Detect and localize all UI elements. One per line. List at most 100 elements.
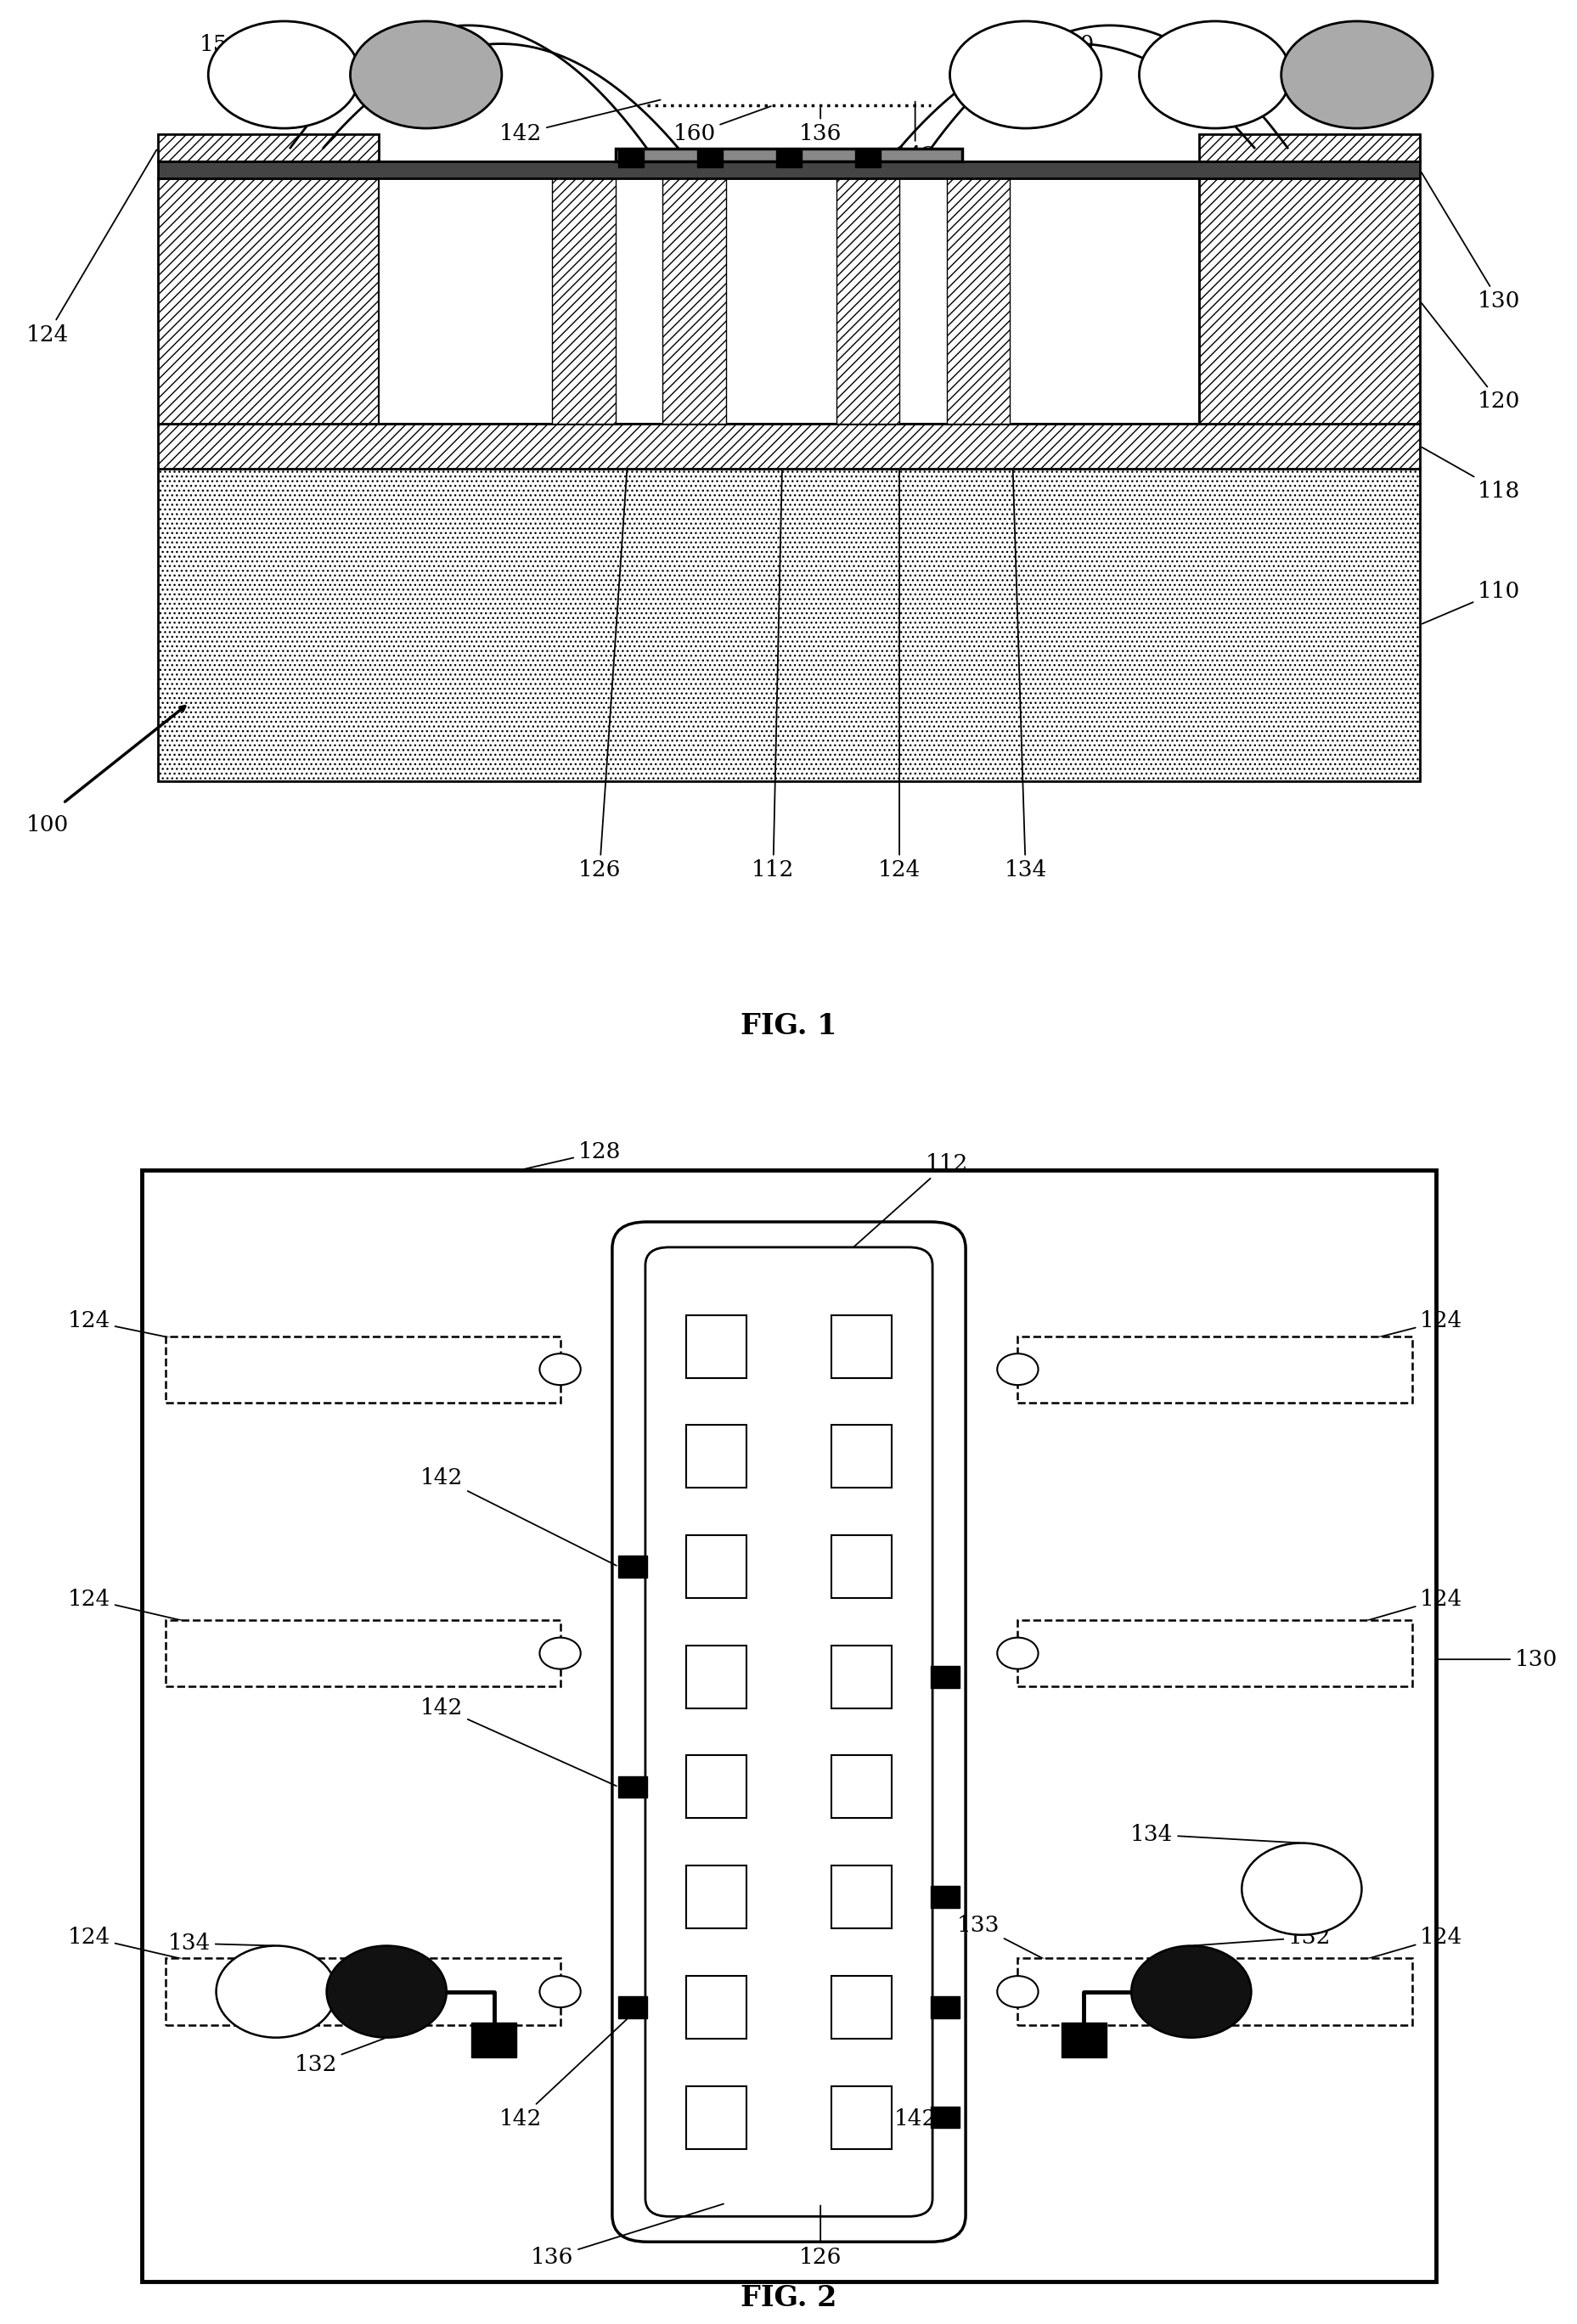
- Bar: [855, 149, 880, 167]
- Circle shape: [949, 21, 1101, 128]
- Bar: [158, 163, 1419, 179]
- Bar: [831, 1866, 891, 1929]
- Bar: [1017, 1620, 1411, 1687]
- Bar: [472, 2022, 516, 2057]
- Bar: [378, 179, 1199, 423]
- Circle shape: [1241, 1843, 1361, 1936]
- Text: 132: 132: [1192, 1927, 1331, 1948]
- Bar: [930, 1887, 959, 1908]
- Bar: [158, 179, 378, 423]
- Text: 124: 124: [25, 149, 156, 346]
- Bar: [831, 1645, 891, 1708]
- Text: 130: 130: [1421, 172, 1520, 311]
- Bar: [662, 179, 725, 423]
- Bar: [686, 1315, 746, 1378]
- Text: 124: 124: [68, 1587, 322, 1652]
- Bar: [831, 1755, 891, 1817]
- Text: 124: 124: [1255, 1587, 1462, 1652]
- Bar: [1199, 135, 1419, 163]
- Text: 142: 142: [498, 100, 661, 144]
- FancyBboxPatch shape: [612, 1222, 965, 2243]
- Text: 133: 133: [475, 2024, 519, 2045]
- Bar: [1199, 135, 1419, 163]
- Bar: [686, 2087, 746, 2150]
- Bar: [686, 1536, 746, 1599]
- Text: 132: 132: [388, 40, 432, 100]
- FancyBboxPatch shape: [645, 1248, 932, 2217]
- Bar: [662, 179, 725, 423]
- Text: 130: 130: [1437, 1648, 1556, 1671]
- Bar: [946, 179, 1009, 423]
- Circle shape: [350, 21, 501, 128]
- Bar: [686, 1645, 746, 1708]
- Text: 124: 124: [1255, 1927, 1462, 1992]
- Circle shape: [1139, 21, 1290, 128]
- Bar: [166, 1336, 560, 1401]
- Text: 118: 118: [1421, 449, 1520, 502]
- Bar: [946, 179, 1009, 423]
- Text: 124: 124: [68, 1311, 322, 1369]
- Bar: [831, 1425, 891, 1487]
- Circle shape: [539, 1975, 580, 2008]
- Circle shape: [1281, 21, 1432, 128]
- Bar: [166, 1620, 560, 1687]
- Text: 124: 124: [1255, 1311, 1462, 1369]
- Bar: [158, 469, 1419, 781]
- Bar: [166, 1959, 560, 2024]
- Bar: [686, 1866, 746, 1929]
- Bar: [1061, 2022, 1105, 2057]
- Text: 142: 142: [893, 2108, 943, 2129]
- Bar: [158, 423, 1419, 469]
- Circle shape: [1131, 1945, 1251, 2038]
- Text: 142: 142: [419, 1697, 617, 1785]
- Bar: [1199, 179, 1419, 423]
- Text: 112: 112: [853, 1153, 968, 1248]
- Text: 133: 133: [956, 1915, 1082, 1978]
- Bar: [1017, 1336, 1411, 1401]
- Text: FIG. 2: FIG. 2: [740, 2284, 837, 2312]
- Text: 136: 136: [530, 2203, 724, 2268]
- Circle shape: [539, 1353, 580, 1385]
- Text: 128: 128: [522, 1141, 621, 1169]
- Text: 150: 150: [199, 21, 282, 56]
- Text: FIG. 1: FIG. 1: [740, 1013, 837, 1041]
- Bar: [686, 1425, 746, 1487]
- Bar: [552, 179, 615, 423]
- Circle shape: [326, 1945, 446, 2038]
- Text: 112: 112: [751, 165, 795, 881]
- Text: 100: 100: [25, 813, 69, 837]
- Bar: [618, 1996, 647, 2017]
- Text: 134: 134: [167, 1934, 274, 1954]
- Bar: [1017, 1959, 1411, 2024]
- Bar: [930, 1996, 959, 2017]
- Circle shape: [997, 1975, 1038, 2008]
- Bar: [831, 2087, 891, 2150]
- Bar: [158, 135, 378, 163]
- Bar: [836, 179, 899, 423]
- Bar: [618, 1776, 647, 1799]
- Bar: [142, 1169, 1435, 2282]
- Bar: [697, 149, 722, 167]
- Bar: [158, 469, 1419, 781]
- Text: 124: 124: [877, 353, 921, 881]
- Bar: [618, 149, 643, 167]
- Bar: [930, 2106, 959, 2129]
- Text: 120: 120: [1421, 302, 1520, 411]
- Text: 110: 110: [1421, 581, 1520, 623]
- Circle shape: [208, 21, 360, 128]
- Circle shape: [997, 1638, 1038, 1669]
- Bar: [930, 1666, 959, 1687]
- Bar: [1199, 179, 1419, 423]
- Bar: [158, 179, 378, 423]
- Text: 132: 132: [293, 2038, 385, 2075]
- Text: 142: 142: [498, 2015, 631, 2129]
- Text: 126: 126: [577, 181, 647, 881]
- Bar: [836, 179, 899, 423]
- Text: 124: 124: [68, 1927, 322, 1992]
- Bar: [686, 1975, 746, 2038]
- Bar: [615, 149, 962, 163]
- Text: 142: 142: [419, 1466, 617, 1566]
- Bar: [618, 1555, 647, 1578]
- Bar: [158, 135, 378, 163]
- Bar: [158, 423, 1419, 469]
